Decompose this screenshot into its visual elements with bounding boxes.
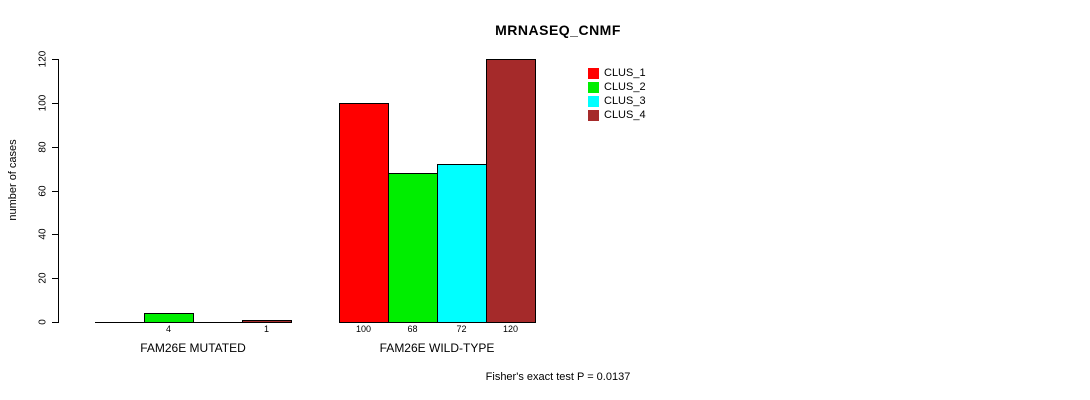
legend: CLUS_1 CLUS_2 CLUS_3 CLUS_4: [588, 66, 646, 122]
bar-value-label: 120: [502, 324, 519, 334]
bar-value-label: 72: [456, 324, 467, 334]
bar-clus_4: [486, 59, 536, 323]
legend-entry-clus_4: CLUS_4: [588, 108, 646, 122]
bar-value-label: 100: [355, 324, 372, 334]
y-axis-tick-label: 0: [37, 319, 49, 325]
y-axis-tick: [52, 59, 58, 60]
y-axis-tick: [52, 103, 58, 104]
legend-entry-clus_1: CLUS_1: [588, 66, 646, 80]
y-axis-tick: [52, 278, 58, 279]
y-axis-line: [58, 59, 59, 323]
y-axis-tick-label: 80: [37, 141, 49, 153]
legend-swatch-clus_3: [588, 95, 599, 107]
legend-entry-clus_3: CLUS_3: [588, 94, 646, 108]
legend-label: CLUS_4: [604, 109, 646, 121]
y-axis-tick: [52, 322, 58, 323]
legend-swatch-clus_4: [588, 109, 599, 121]
y-axis-tick-label: 20: [37, 272, 49, 284]
group-label: FAM26E WILD-TYPE: [379, 341, 495, 355]
y-axis-tick-label: 40: [37, 228, 49, 240]
y-axis-tick: [52, 234, 58, 235]
bar-clus_3: [437, 164, 487, 323]
bar-value-label: 4: [165, 324, 171, 334]
pvalue-annotation: Fisher's exact test P = 0.0137: [485, 371, 631, 383]
bar-value-label: 1: [263, 324, 269, 334]
legend-label: CLUS_1: [604, 67, 646, 79]
y-axis-tick-label: 120: [37, 50, 49, 68]
bar-clus_2: [388, 173, 438, 323]
legend-label: CLUS_2: [604, 81, 646, 93]
y-axis-tick: [52, 147, 58, 148]
y-axis-tick-label: 60: [37, 185, 49, 197]
y-axis-tick-label: 100: [37, 94, 49, 112]
bar-clus_2: [144, 313, 194, 323]
y-axis-tick: [52, 191, 58, 192]
legend-swatch-clus_1: [588, 67, 599, 79]
chart-title: MRNASEQ_CNMF: [495, 22, 621, 38]
legend-entry-clus_2: CLUS_2: [588, 80, 646, 94]
legend-swatch-clus_2: [588, 81, 599, 93]
bar-clus_1: [339, 103, 389, 323]
group-label: FAM26E MUTATED: [140, 341, 246, 355]
legend-label: CLUS_3: [604, 95, 646, 107]
bar-value-label: 68: [407, 324, 418, 334]
bar-clus_4: [242, 320, 292, 323]
